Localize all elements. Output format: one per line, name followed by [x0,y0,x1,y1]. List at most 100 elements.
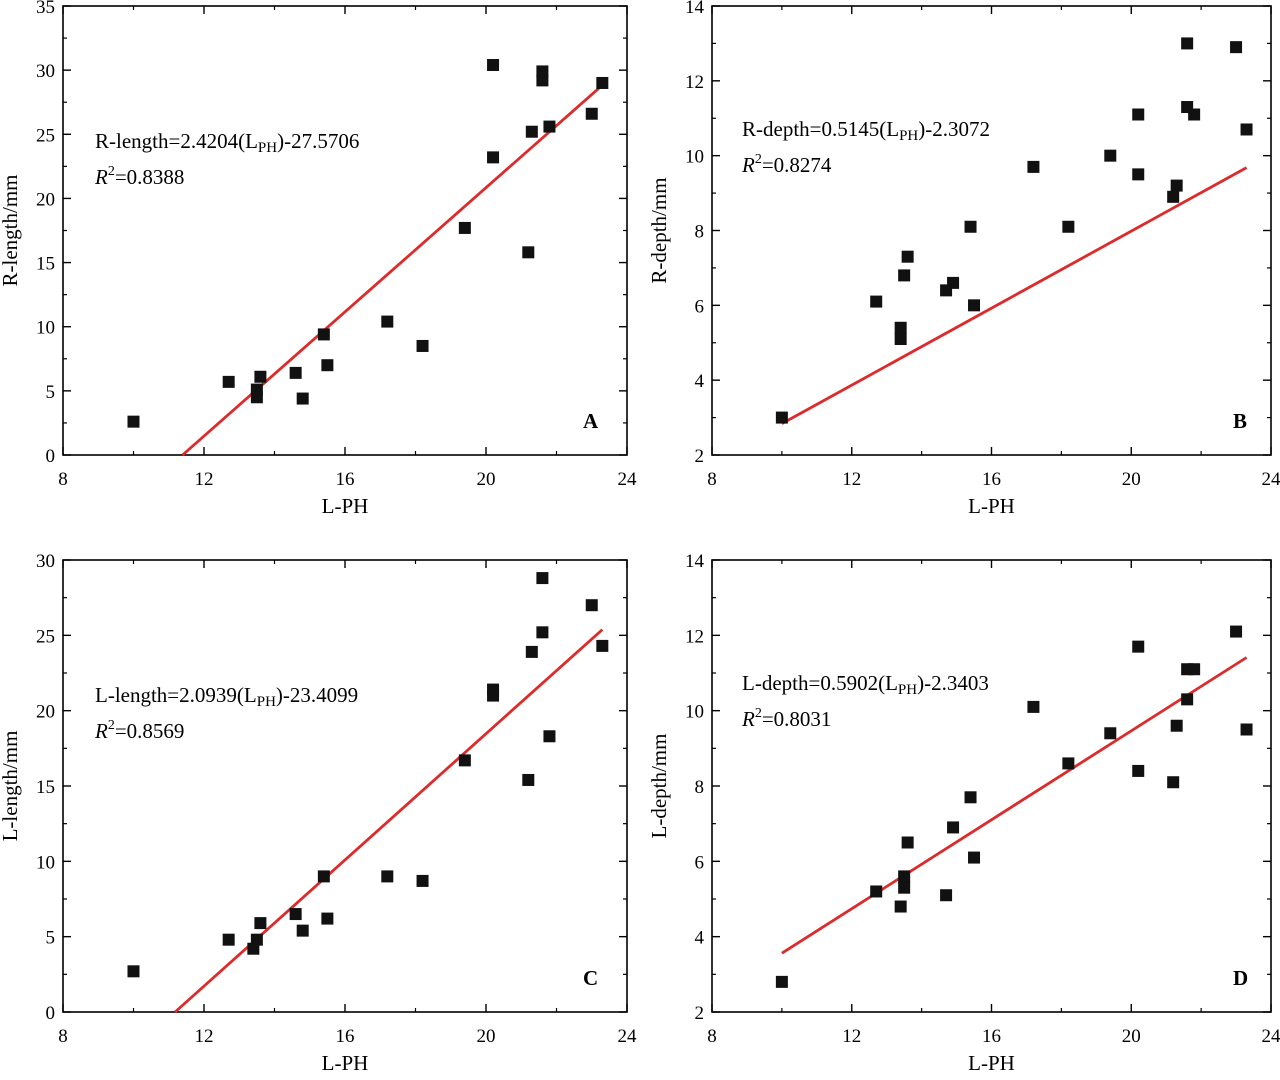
x-tick-label: 24 [618,1026,638,1047]
data-point [381,870,394,883]
data-point [585,107,598,120]
panel-d: 8 12 16 20 242468101214L-PHL-depth/mmL-depth… [647,551,1280,1075]
y-tick-label: 25 [36,125,55,146]
data-point [1240,123,1253,136]
equation-subscript: PH [258,140,277,156]
r-squared: R2=0.8274 [741,152,832,177]
y-tick-label: 5 [46,382,56,403]
y-axis-label: L-length/mm [0,731,22,842]
y-tick-label: 8 [695,777,705,798]
data-point [1027,700,1040,713]
data-point [543,730,556,743]
regression-line [781,166,1248,425]
regression-equation: L-length=2.0939(LPH)-23.4099 [95,683,358,710]
data-point [296,392,309,405]
data-point [775,975,788,988]
data-point [522,773,535,786]
equation-rhs: )-23.4099 [276,683,358,707]
data-point [894,900,907,913]
data-point [1104,727,1117,740]
y-tick-label: 20 [36,189,55,210]
y-tick-label: 30 [36,551,55,572]
data-point [947,821,960,834]
y-tick-label: 12 [685,72,704,93]
y-tick-label: 0 [46,446,56,467]
data-point [898,870,911,883]
data-point [964,220,977,233]
data-point [940,889,953,902]
data-point [1188,663,1201,676]
x-tick-label: 16 [336,1026,355,1047]
y-tick-label: 12 [685,626,704,647]
panel-letter: A [583,409,599,433]
r-symbol: R [741,153,755,177]
equation-subscript: PH [257,694,276,710]
data-point [1240,723,1253,736]
x-tick-label: 20 [477,469,496,490]
y-tick-label: 10 [685,147,704,168]
equation-lhs: L-depth=0.5902(L [742,671,898,695]
data-point [458,221,471,234]
data-point [585,599,598,612]
data-point [901,250,914,263]
r-exponent: 2 [108,718,115,733]
r-squared-value: =0.8569 [115,719,185,743]
data-point [254,370,267,383]
x-tick-label: 20 [477,1026,496,1047]
y-tick-label: 6 [695,852,705,873]
data-point [1230,625,1243,638]
x-tick-label: 12 [842,469,861,490]
y-axis-label: L-depth/mm [647,734,671,839]
y-tick-label: 14 [685,0,705,18]
data-point [127,965,140,978]
x-tick-label: 20 [1122,469,1141,490]
r-squared-value: =0.8388 [115,165,185,189]
data-point [525,645,538,658]
data-point [222,933,235,946]
data-point [596,639,609,652]
x-tick-label: 8 [58,469,68,490]
data-point [870,885,883,898]
data-point [522,246,535,259]
r-symbol: R [741,707,755,731]
panel-letter: B [1233,409,1247,433]
data-point [894,333,907,346]
data-point [487,151,500,164]
panel-letter: D [1233,966,1248,990]
equation-rhs: )-2.3403 [917,671,989,695]
y-tick-label: 8 [695,222,705,243]
data-point [416,874,429,887]
data-point [536,626,549,639]
regression-equation: L-depth=0.5902(LPH)-2.3403 [742,671,989,698]
y-tick-label: 4 [695,371,705,392]
data-point [1132,640,1145,653]
equation-lhs: R-depth=0.5145(L [742,117,899,141]
data-point [222,375,235,388]
data-point [1132,108,1145,121]
data-point [1167,190,1180,203]
regression-line [781,656,1248,955]
x-tick-label: 24 [1262,469,1280,490]
x-tick-label: 8 [707,469,717,490]
panel-letter: C [583,966,598,990]
data-point [1132,168,1145,181]
data-point [289,908,302,921]
equation-subscript: PH [899,128,918,144]
x-axis-label: L-PH [322,494,369,518]
r-exponent: 2 [755,152,762,167]
data-point [596,76,609,89]
data-point [964,791,977,804]
data-point [947,276,960,289]
data-point [487,683,500,696]
regression-equation: R-depth=0.5145(LPH)-2.3072 [742,117,990,144]
data-point [250,383,263,396]
x-tick-label: 16 [336,469,355,490]
x-tick-label: 12 [842,1026,861,1047]
regression-line [174,628,604,1014]
r-squared: R2=0.8031 [741,706,831,731]
data-point [525,125,538,138]
r-squared: R2=0.8388 [94,164,184,189]
data-point [254,917,267,930]
x-tick-label: 24 [618,469,638,490]
equation-rhs: )-27.5706 [277,129,359,153]
